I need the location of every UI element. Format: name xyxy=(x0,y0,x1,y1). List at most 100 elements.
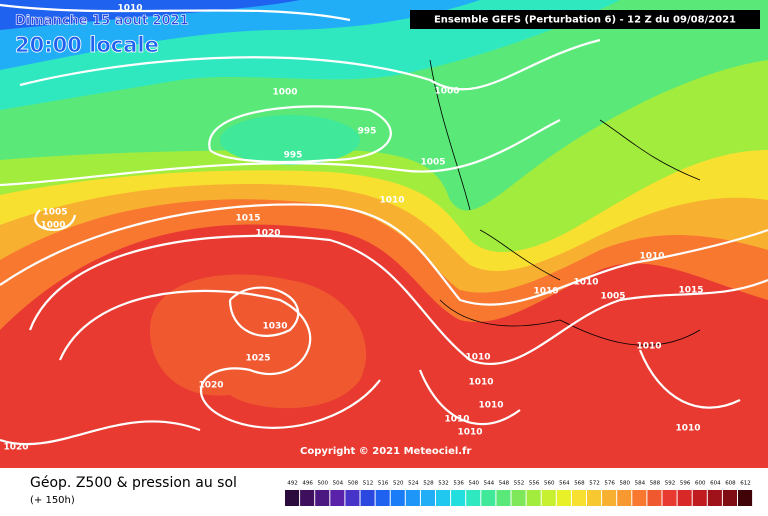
legend-swatch xyxy=(617,490,632,506)
isobar-label: 1020 xyxy=(3,443,28,453)
coastline xyxy=(429,59,701,346)
legend-label: 500 xyxy=(318,481,329,487)
isobar-label: 1015 xyxy=(678,286,703,296)
legend-swatch xyxy=(556,490,571,506)
legend-label: 540 xyxy=(469,481,480,487)
isobar-label: 1010 xyxy=(573,278,598,288)
isobar-label: 1005 xyxy=(600,292,625,302)
copyright: Copyright © 2021 Meteociel.fr xyxy=(300,446,471,457)
legend-label: 604 xyxy=(710,481,721,487)
legend-swatch xyxy=(451,490,466,506)
legend-label: 516 xyxy=(378,481,389,487)
legend-label: 576 xyxy=(604,481,615,487)
legend-swatch xyxy=(330,490,345,506)
isobar-label: 1025 xyxy=(245,354,270,364)
legend-label: 592 xyxy=(665,481,676,487)
legend-label: 528 xyxy=(423,481,434,487)
legend-label: 524 xyxy=(408,481,419,487)
isobar-label: 1020 xyxy=(198,381,223,391)
legend-label: 564 xyxy=(559,481,570,487)
isobar-label: 1010 xyxy=(465,353,490,363)
isobar-label: 1010 xyxy=(379,196,404,206)
legend-label: 568 xyxy=(574,481,585,487)
isobar-label: 1005 xyxy=(42,208,67,218)
legend-label: 544 xyxy=(484,481,495,487)
legend-label: 492 xyxy=(287,481,298,487)
legend-label: 520 xyxy=(393,481,404,487)
legend-swatch xyxy=(541,490,556,506)
isobar-label: 1010 xyxy=(636,342,661,352)
isobar-label: 1000 xyxy=(434,87,459,97)
field-band xyxy=(220,115,360,165)
legend-swatch xyxy=(511,490,526,506)
isobar xyxy=(0,3,768,446)
isobar-label: 1010 xyxy=(444,415,469,425)
legend-swatch xyxy=(632,490,647,506)
legend-swatch xyxy=(602,490,617,506)
legend-label: 512 xyxy=(363,481,374,487)
field-band xyxy=(150,274,367,409)
legend-label: 552 xyxy=(514,481,525,487)
field-band xyxy=(0,0,300,30)
legend-label: 532 xyxy=(438,481,449,487)
legend-swatch xyxy=(405,490,420,506)
legend-label: 612 xyxy=(740,481,751,487)
legend-swatch xyxy=(662,490,677,506)
legend-label: 556 xyxy=(529,481,540,487)
legend-swatch xyxy=(647,490,662,506)
legend-label: 548 xyxy=(499,481,510,487)
legend-swatch xyxy=(345,490,360,506)
date: Dimanche 15 aout 2021 xyxy=(15,14,189,29)
legend-swatch xyxy=(677,490,692,506)
isobar-label: 1010 xyxy=(457,428,482,438)
legend-swatch xyxy=(285,490,300,506)
isobar-label: 1010 xyxy=(478,401,503,411)
isobar-label: 1010 xyxy=(639,252,664,262)
run-box xyxy=(410,10,760,29)
legend-swatch xyxy=(300,490,315,506)
legend-swatch xyxy=(496,490,511,506)
isobar-label: 1030 xyxy=(262,322,287,332)
legend-label: 608 xyxy=(725,481,736,487)
legend-label: 536 xyxy=(453,481,464,487)
footer-lead: (+ 150h) xyxy=(30,495,75,506)
isobar-label: 995 xyxy=(284,151,303,161)
legend-swatch xyxy=(420,490,435,506)
isobar-label: 1015 xyxy=(235,214,260,224)
legend-swatch xyxy=(375,490,390,506)
run-info: Ensemble GEFS (Perturbation 6) - 12 Z du… xyxy=(434,15,736,26)
isobar-label: 1010 xyxy=(117,4,142,14)
isobar-label: 1010 xyxy=(675,424,700,434)
legend-label: 588 xyxy=(650,481,661,487)
isobar-label: 1020 xyxy=(255,229,280,239)
isobar-label: 1000 xyxy=(272,88,297,98)
legend-label: 584 xyxy=(635,481,646,487)
isobar-label: 1010 xyxy=(468,378,493,388)
legend-swatch xyxy=(390,490,405,506)
legend-swatch xyxy=(481,490,496,506)
legend-swatch xyxy=(526,490,541,506)
isobar-label: 995 xyxy=(358,127,377,137)
legend-swatch xyxy=(436,490,451,506)
legend-label: 572 xyxy=(589,481,600,487)
legend-label: 580 xyxy=(620,481,631,487)
legend-label: 596 xyxy=(680,481,691,487)
legend-label: 508 xyxy=(348,481,359,487)
footer-title: Géop. Z500 & pression au sol xyxy=(30,475,237,491)
legend-swatch xyxy=(360,490,375,506)
legend-swatch xyxy=(722,490,737,506)
isobar-label: 1010 xyxy=(533,287,558,297)
legend-label: 560 xyxy=(544,481,555,487)
legend-swatch xyxy=(692,490,707,506)
legend-swatch xyxy=(466,490,481,506)
legend-swatch xyxy=(707,490,722,506)
isobar-label: 1005 xyxy=(420,158,445,168)
isobar-label: 1000 xyxy=(40,221,65,231)
legend-swatch xyxy=(738,490,753,506)
time: 20:00 locale xyxy=(15,33,159,57)
legend-label: 504 xyxy=(333,481,344,487)
legend-swatch xyxy=(587,490,602,506)
legend-label: 600 xyxy=(695,481,706,487)
legend-swatch xyxy=(315,490,330,506)
